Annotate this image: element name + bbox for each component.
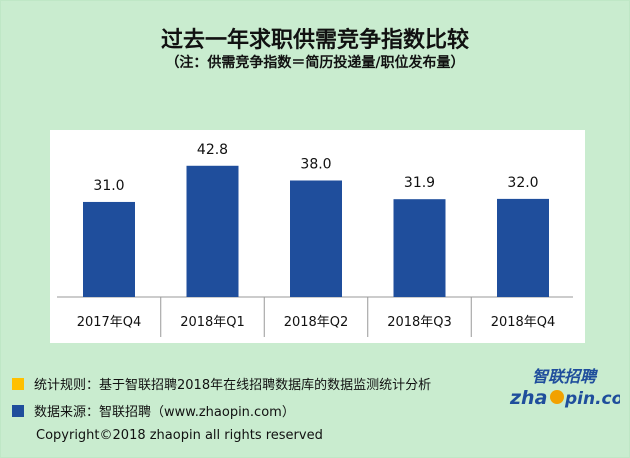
legend-rule: 统计规则：基于智联招聘2018年在线招聘数据库的数据监测统计分析 [12,374,431,393]
legend-source: 数据来源：智联招聘（www.zhaopin.com） [12,401,295,420]
category-label-1: 2018年Q1 [180,315,245,330]
bar-2 [290,180,342,297]
category-label-2: 2018年Q2 [284,315,349,330]
chart-subtitle: （注：供需竞争指数＝简历投递量/职位发布量） [165,55,465,71]
legend-rule-text: 统计规则：基于智联招聘2018年在线招聘数据库的数据监测统计分析 [34,378,432,393]
value-label-1: 42.8 [197,142,228,158]
value-label-2: 38.0 [300,156,331,172]
value-label-4: 32.0 [507,175,538,191]
legend-source-swatch [12,404,24,417]
chart-title: 过去一年求职供需竞争指数比较 [160,28,469,53]
bar-4 [497,198,549,297]
category-label-3: 2018年Q3 [387,315,452,330]
zhaopin-logo: 智联招聘 zha pin.com [509,367,620,409]
legend-rule-swatch [12,377,24,390]
bar-3 [393,199,446,297]
bar-0 [83,201,135,297]
value-label-3: 31.9 [404,175,435,191]
value-label-0: 31.0 [93,178,124,194]
logo-o-icon [550,390,564,404]
category-label-4: 2018年Q4 [491,315,556,330]
logo-cn-text: 智联招聘 [532,367,599,386]
copyright-text: Copyright©2018 zhaopin all rights reserv… [36,428,323,443]
bar-1 [186,165,239,297]
logo-en-text-end: pin.com [564,389,620,409]
logo-en-text-start: zha [509,387,547,409]
legend-source-text: 数据来源：智联招聘（www.zhaopin.com） [34,405,295,420]
category-label-0: 2017年Q4 [77,315,142,330]
